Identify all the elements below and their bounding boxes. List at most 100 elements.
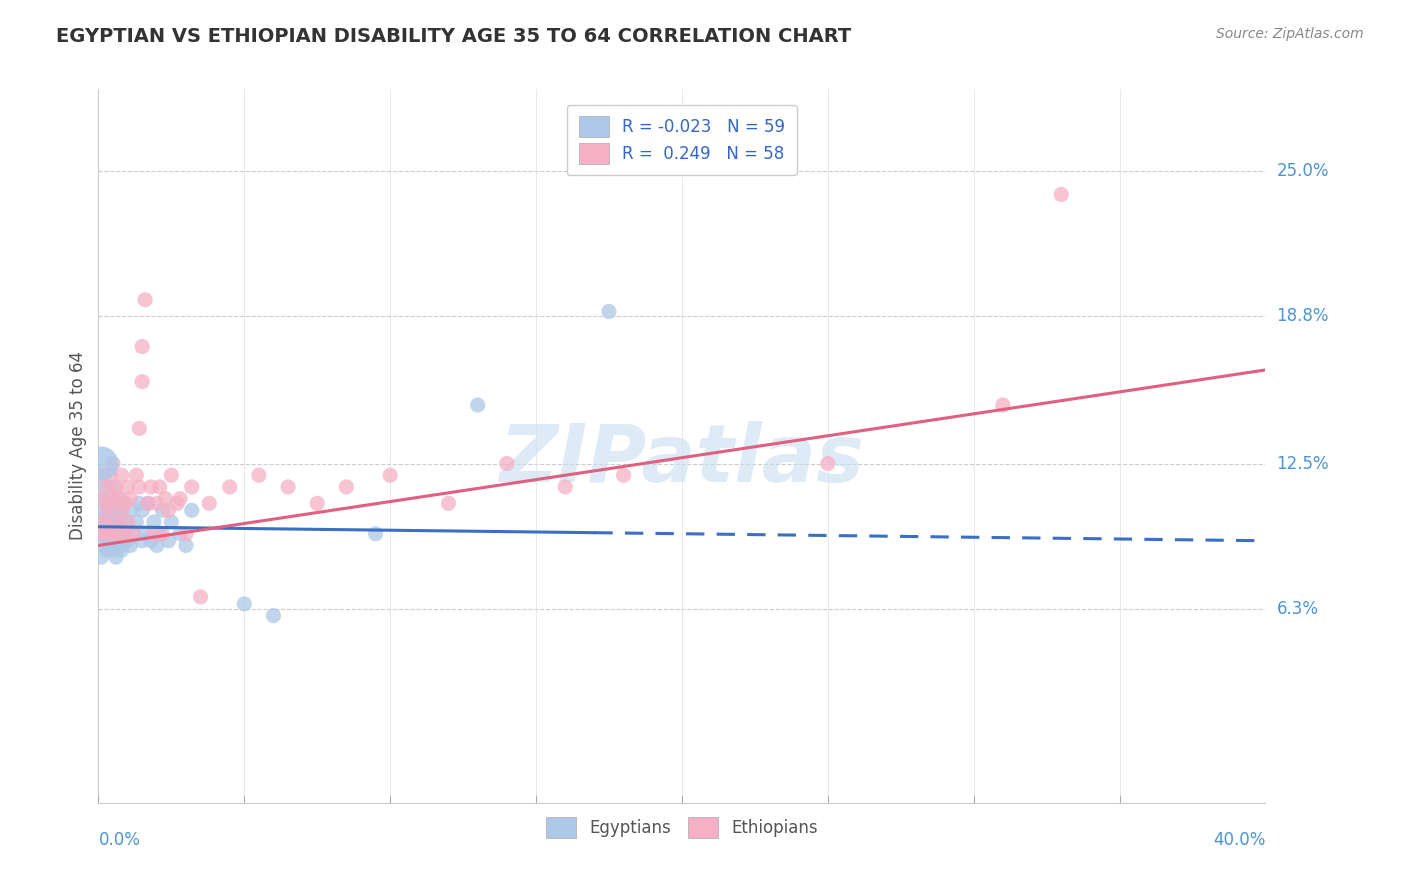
Text: 0.0%: 0.0% [98, 830, 141, 848]
Point [134, 293, 156, 307]
Point [1050, 187, 1073, 202]
Point [190, 590, 212, 604]
Point [96, 503, 118, 517]
Point [104, 480, 127, 494]
Point [496, 457, 519, 471]
Point [101, 491, 124, 506]
Point [104, 533, 127, 548]
Text: ZIPatlas: ZIPatlas [499, 421, 865, 500]
Point [104, 515, 127, 529]
Point [364, 526, 387, 541]
Point [554, 480, 576, 494]
Point [104, 503, 127, 517]
Point [262, 608, 284, 623]
Text: Source: ZipAtlas.com: Source: ZipAtlas.com [1216, 27, 1364, 41]
Point [166, 496, 188, 510]
Point [101, 543, 124, 558]
Point [114, 526, 136, 541]
Point [101, 526, 124, 541]
Point [111, 538, 134, 552]
Point [101, 457, 124, 471]
Point [152, 526, 174, 541]
Point [247, 468, 270, 483]
Point [101, 526, 124, 541]
Point [93, 515, 115, 529]
Point [174, 538, 197, 552]
Text: 25.0%: 25.0% [1277, 162, 1329, 180]
Point [139, 533, 162, 548]
Point [233, 597, 256, 611]
Point [93, 480, 115, 494]
Point [125, 515, 148, 529]
Point [111, 543, 134, 558]
Text: 40.0%: 40.0% [1213, 830, 1265, 848]
Point [146, 496, 169, 510]
Point [218, 480, 240, 494]
Point [117, 515, 139, 529]
Point [160, 515, 183, 529]
Point [131, 503, 153, 517]
Point [111, 503, 134, 517]
Point [114, 526, 136, 541]
Point [612, 468, 634, 483]
Point [96, 533, 118, 548]
Point [93, 503, 115, 517]
Point [108, 491, 131, 506]
Point [128, 480, 150, 494]
Point [122, 526, 145, 541]
Point [335, 480, 357, 494]
Text: EGYPTIAN VS ETHIOPIAN DISABILITY AGE 35 TO 64 CORRELATION CHART: EGYPTIAN VS ETHIOPIAN DISABILITY AGE 35 … [56, 27, 852, 45]
Point [90, 526, 112, 541]
Point [90, 550, 112, 565]
Point [117, 480, 139, 494]
Point [817, 457, 839, 471]
Point [93, 526, 115, 541]
Point [90, 515, 112, 529]
Point [108, 515, 131, 529]
Point [117, 515, 139, 529]
Point [101, 480, 124, 494]
Point [128, 496, 150, 510]
Point [101, 515, 124, 529]
Point [169, 491, 191, 506]
Point [98, 496, 121, 510]
Point [152, 503, 174, 517]
Point [142, 515, 165, 529]
Point [136, 496, 159, 510]
Point [157, 503, 180, 517]
Point [98, 491, 121, 506]
Point [96, 526, 118, 541]
Point [128, 421, 150, 435]
Point [96, 496, 118, 510]
Point [146, 538, 169, 552]
Point [180, 503, 202, 517]
Point [96, 515, 118, 529]
Point [136, 496, 159, 510]
Point [108, 526, 131, 541]
Point [125, 468, 148, 483]
Point [120, 503, 142, 517]
Point [98, 519, 121, 533]
Point [134, 526, 156, 541]
Point [96, 480, 118, 494]
Point [117, 533, 139, 548]
Point [198, 496, 221, 510]
Point [93, 468, 115, 483]
Point [131, 340, 153, 354]
Point [96, 526, 118, 541]
Point [96, 543, 118, 558]
Point [307, 496, 329, 510]
Point [98, 533, 121, 548]
Point [104, 550, 127, 565]
Point [180, 480, 202, 494]
Y-axis label: Disability Age 35 to 64: Disability Age 35 to 64 [69, 351, 87, 541]
Point [131, 533, 153, 548]
Point [142, 526, 165, 541]
Point [98, 503, 121, 517]
Point [277, 480, 299, 494]
Point [104, 526, 127, 541]
Point [90, 457, 112, 471]
Point [90, 491, 112, 506]
Point [991, 398, 1014, 412]
Text: 12.5%: 12.5% [1277, 455, 1329, 473]
